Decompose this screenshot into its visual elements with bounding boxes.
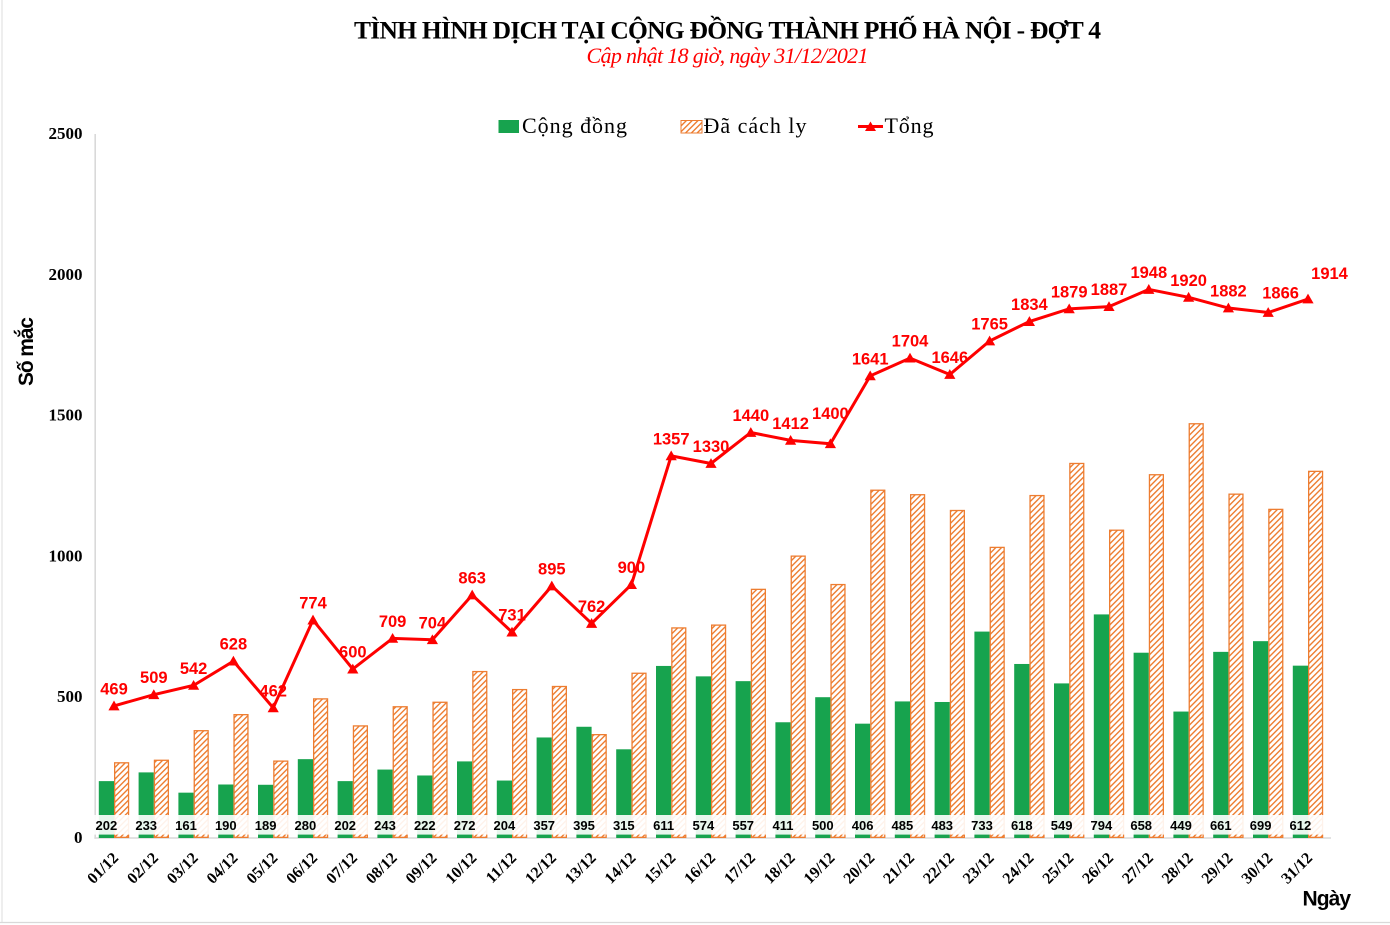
svg-text:1641: 1641 [852,350,889,368]
svg-text:449: 449 [1170,818,1192,833]
svg-text:1704: 1704 [892,333,930,351]
svg-text:Cập nhật 18 giờ, ngày 31/12/20: Cập nhật 18 giờ, ngày 31/12/2021 [587,43,869,68]
svg-text:618: 618 [1011,818,1033,833]
svg-text:731: 731 [498,607,526,625]
svg-text:Số mắc: Số mắc [14,317,38,386]
svg-text:1914: 1914 [1311,265,1349,283]
svg-text:704: 704 [419,614,447,632]
svg-text:0: 0 [74,828,83,847]
svg-text:1000: 1000 [49,546,83,565]
svg-text:202: 202 [334,818,356,833]
svg-text:658: 658 [1130,818,1152,833]
svg-text:Đã cách ly: Đã cách ly [704,113,807,138]
svg-text:TÌNH HÌNH DỊCH TẠI CỘNG ĐỒNG T: TÌNH HÌNH DỊCH TẠI CỘNG ĐỒNG THÀNH PHỐ H… [354,16,1101,45]
svg-text:1357: 1357 [653,430,690,448]
svg-text:600: 600 [339,644,367,662]
svg-text:357: 357 [533,818,555,833]
svg-text:315: 315 [613,818,635,833]
svg-text:1948: 1948 [1130,264,1167,282]
svg-text:661: 661 [1210,818,1232,833]
svg-text:Ngày: Ngày [1303,888,1352,911]
svg-text:542: 542 [180,660,208,678]
svg-text:Cộng đồng: Cộng đồng [522,113,627,138]
svg-text:1834: 1834 [1011,296,1049,314]
svg-text:189: 189 [255,818,277,833]
svg-text:1887: 1887 [1091,281,1128,299]
svg-text:612: 612 [1290,818,1312,833]
svg-text:395: 395 [573,818,595,833]
svg-text:190: 190 [215,818,237,833]
svg-text:Tổng: Tổng [885,113,934,138]
svg-text:762: 762 [578,598,606,616]
svg-text:2500: 2500 [49,124,83,143]
svg-text:202: 202 [96,818,118,833]
svg-text:483: 483 [931,818,953,833]
svg-text:1330: 1330 [693,438,730,456]
svg-text:709: 709 [379,613,407,631]
svg-text:863: 863 [458,569,486,587]
svg-text:204: 204 [494,818,516,833]
svg-text:509: 509 [140,669,168,687]
svg-text:485: 485 [892,818,914,833]
svg-text:1400: 1400 [812,405,849,423]
svg-text:222: 222 [414,818,436,833]
svg-text:1882: 1882 [1210,283,1247,301]
svg-text:406: 406 [852,818,874,833]
svg-text:462: 462 [259,682,287,700]
svg-text:549: 549 [1051,818,1073,833]
svg-text:469: 469 [100,680,128,698]
svg-text:500: 500 [812,818,834,833]
svg-text:611: 611 [653,818,674,833]
svg-text:1879: 1879 [1051,283,1088,301]
svg-text:233: 233 [135,818,157,833]
svg-text:161: 161 [175,818,197,833]
svg-text:733: 733 [971,818,993,833]
svg-text:243: 243 [374,818,396,833]
svg-text:900: 900 [618,559,646,577]
svg-text:1765: 1765 [971,315,1008,333]
svg-text:557: 557 [732,818,754,833]
svg-text:500: 500 [57,687,83,706]
svg-text:280: 280 [295,818,317,833]
svg-text:1412: 1412 [772,415,809,433]
svg-text:1920: 1920 [1170,272,1207,290]
svg-text:272: 272 [454,818,476,833]
svg-text:1500: 1500 [49,406,83,425]
svg-text:774: 774 [299,595,327,613]
svg-text:794: 794 [1091,818,1113,833]
svg-text:699: 699 [1250,818,1272,833]
svg-text:2000: 2000 [49,265,83,284]
svg-text:1646: 1646 [931,349,968,367]
svg-text:628: 628 [220,636,248,654]
svg-text:1866: 1866 [1262,285,1299,303]
svg-text:895: 895 [538,560,566,578]
svg-text:1440: 1440 [732,407,769,425]
svg-text:574: 574 [693,818,715,833]
svg-text:411: 411 [773,818,794,833]
